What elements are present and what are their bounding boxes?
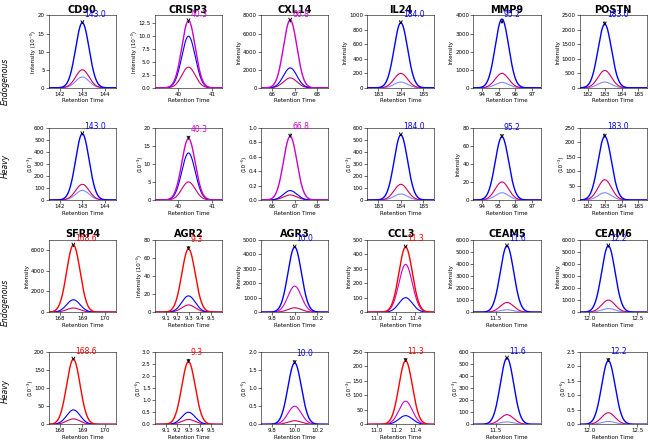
Y-axis label: (10⁻⁶): (10⁻⁶)	[240, 156, 247, 172]
Text: 143.0: 143.0	[84, 10, 106, 19]
X-axis label: Retention Time: Retention Time	[274, 99, 315, 103]
Y-axis label: (10⁻³): (10⁻³)	[136, 156, 142, 172]
Y-axis label: (10⁻³): (10⁻³)	[451, 380, 458, 396]
X-axis label: Retention Time: Retention Time	[62, 210, 103, 216]
Text: 184.0: 184.0	[403, 122, 424, 131]
Text: 168.6: 168.6	[75, 234, 97, 244]
Text: 184.0: 184.0	[403, 10, 424, 19]
Title: POSTN: POSTN	[595, 5, 632, 15]
X-axis label: Retention Time: Retention Time	[592, 323, 634, 328]
Y-axis label: Intensity: Intensity	[24, 264, 29, 288]
X-axis label: Retention Time: Retention Time	[486, 99, 528, 103]
Text: 183.0: 183.0	[606, 122, 629, 131]
Title: CEAM5: CEAM5	[488, 229, 526, 239]
Text: 40.3: 40.3	[190, 125, 207, 133]
Text: 10.0: 10.0	[296, 234, 313, 244]
Y-axis label: (10⁻⁶): (10⁻⁶)	[559, 380, 566, 396]
Y-axis label: (10⁻⁶): (10⁻⁶)	[135, 380, 140, 396]
Text: 9.3: 9.3	[190, 235, 203, 244]
Title: IL24: IL24	[389, 5, 413, 15]
Y-axis label: Intensity: Intensity	[237, 40, 242, 64]
X-axis label: Retention Time: Retention Time	[592, 99, 634, 103]
Text: 9.3: 9.3	[190, 347, 203, 357]
X-axis label: Retention Time: Retention Time	[380, 435, 422, 440]
Y-axis label: Intensity: Intensity	[343, 40, 348, 64]
Text: Endogenous: Endogenous	[1, 279, 10, 326]
Y-axis label: Intensity: Intensity	[555, 264, 560, 288]
Text: 40.3: 40.3	[190, 10, 207, 19]
Title: CEAM6: CEAM6	[594, 229, 632, 239]
X-axis label: Retention Time: Retention Time	[62, 435, 103, 440]
X-axis label: Retention Time: Retention Time	[380, 99, 422, 103]
Y-axis label: Intensity: Intensity	[456, 152, 461, 176]
X-axis label: Retention Time: Retention Time	[62, 99, 103, 103]
X-axis label: Retention Time: Retention Time	[486, 435, 528, 440]
X-axis label: Retention Time: Retention Time	[274, 323, 315, 328]
Y-axis label: Intensity (10⁻³): Intensity (10⁻³)	[136, 255, 142, 297]
Y-axis label: (10⁻³): (10⁻³)	[27, 156, 32, 172]
Text: 11.3: 11.3	[408, 347, 424, 355]
Title: CRISP3: CRISP3	[169, 5, 208, 15]
Title: CCL3: CCL3	[387, 229, 415, 239]
Title: MMP9: MMP9	[491, 5, 523, 15]
Text: 11.6: 11.6	[509, 347, 526, 355]
Text: Heavy: Heavy	[1, 379, 10, 403]
Y-axis label: Intensity: Intensity	[555, 40, 560, 64]
Text: 12.2: 12.2	[610, 347, 627, 355]
Y-axis label: Intensity: Intensity	[449, 264, 454, 288]
Title: AGR3: AGR3	[280, 229, 309, 239]
Text: 11.6: 11.6	[509, 234, 526, 244]
Y-axis label: (10⁻³): (10⁻³)	[345, 380, 351, 396]
Y-axis label: (10⁻⁶): (10⁻⁶)	[240, 380, 247, 396]
X-axis label: Retention Time: Retention Time	[486, 323, 528, 328]
X-axis label: Retention Time: Retention Time	[486, 210, 528, 216]
Y-axis label: (10⁻³): (10⁻³)	[27, 380, 32, 396]
X-axis label: Retention Time: Retention Time	[168, 210, 209, 216]
Text: 168.6: 168.6	[75, 347, 97, 355]
X-axis label: Retention Time: Retention Time	[274, 210, 315, 216]
Y-axis label: Intensity: Intensity	[449, 40, 454, 64]
Title: SFRP4: SFRP4	[65, 229, 100, 239]
X-axis label: Retention Time: Retention Time	[168, 323, 209, 328]
Text: Heavy: Heavy	[1, 154, 10, 178]
Title: CXL14: CXL14	[278, 5, 312, 15]
Text: 95.2: 95.2	[504, 10, 521, 19]
Text: 12.2: 12.2	[610, 234, 627, 244]
Y-axis label: Intensity (10⁻³): Intensity (10⁻³)	[30, 30, 36, 72]
Text: 11.3: 11.3	[408, 234, 424, 244]
Title: AGR2: AGR2	[174, 229, 203, 239]
Text: 66.8: 66.8	[292, 122, 309, 131]
X-axis label: Retention Time: Retention Time	[62, 323, 103, 328]
Text: 95.2: 95.2	[504, 122, 521, 132]
X-axis label: Retention Time: Retention Time	[168, 435, 209, 440]
Y-axis label: Intensity: Intensity	[237, 264, 242, 288]
Y-axis label: (10⁻³): (10⁻³)	[558, 156, 564, 172]
X-axis label: Retention Time: Retention Time	[380, 210, 422, 216]
X-axis label: Retention Time: Retention Time	[592, 210, 634, 216]
Text: 10.0: 10.0	[296, 349, 313, 358]
Text: 66.8: 66.8	[292, 10, 309, 19]
X-axis label: Retention Time: Retention Time	[274, 435, 315, 440]
Y-axis label: Intensity (10⁻³): Intensity (10⁻³)	[131, 30, 137, 72]
Title: CD90: CD90	[68, 5, 97, 15]
Text: 183.0: 183.0	[606, 10, 629, 19]
Text: 143.0: 143.0	[84, 122, 106, 131]
Y-axis label: Intensity: Intensity	[346, 264, 351, 288]
Y-axis label: (10⁻³): (10⁻³)	[345, 156, 351, 172]
X-axis label: Retention Time: Retention Time	[592, 435, 634, 440]
X-axis label: Retention Time: Retention Time	[168, 99, 209, 103]
X-axis label: Retention Time: Retention Time	[380, 323, 422, 328]
Text: Endogenous: Endogenous	[1, 58, 10, 105]
